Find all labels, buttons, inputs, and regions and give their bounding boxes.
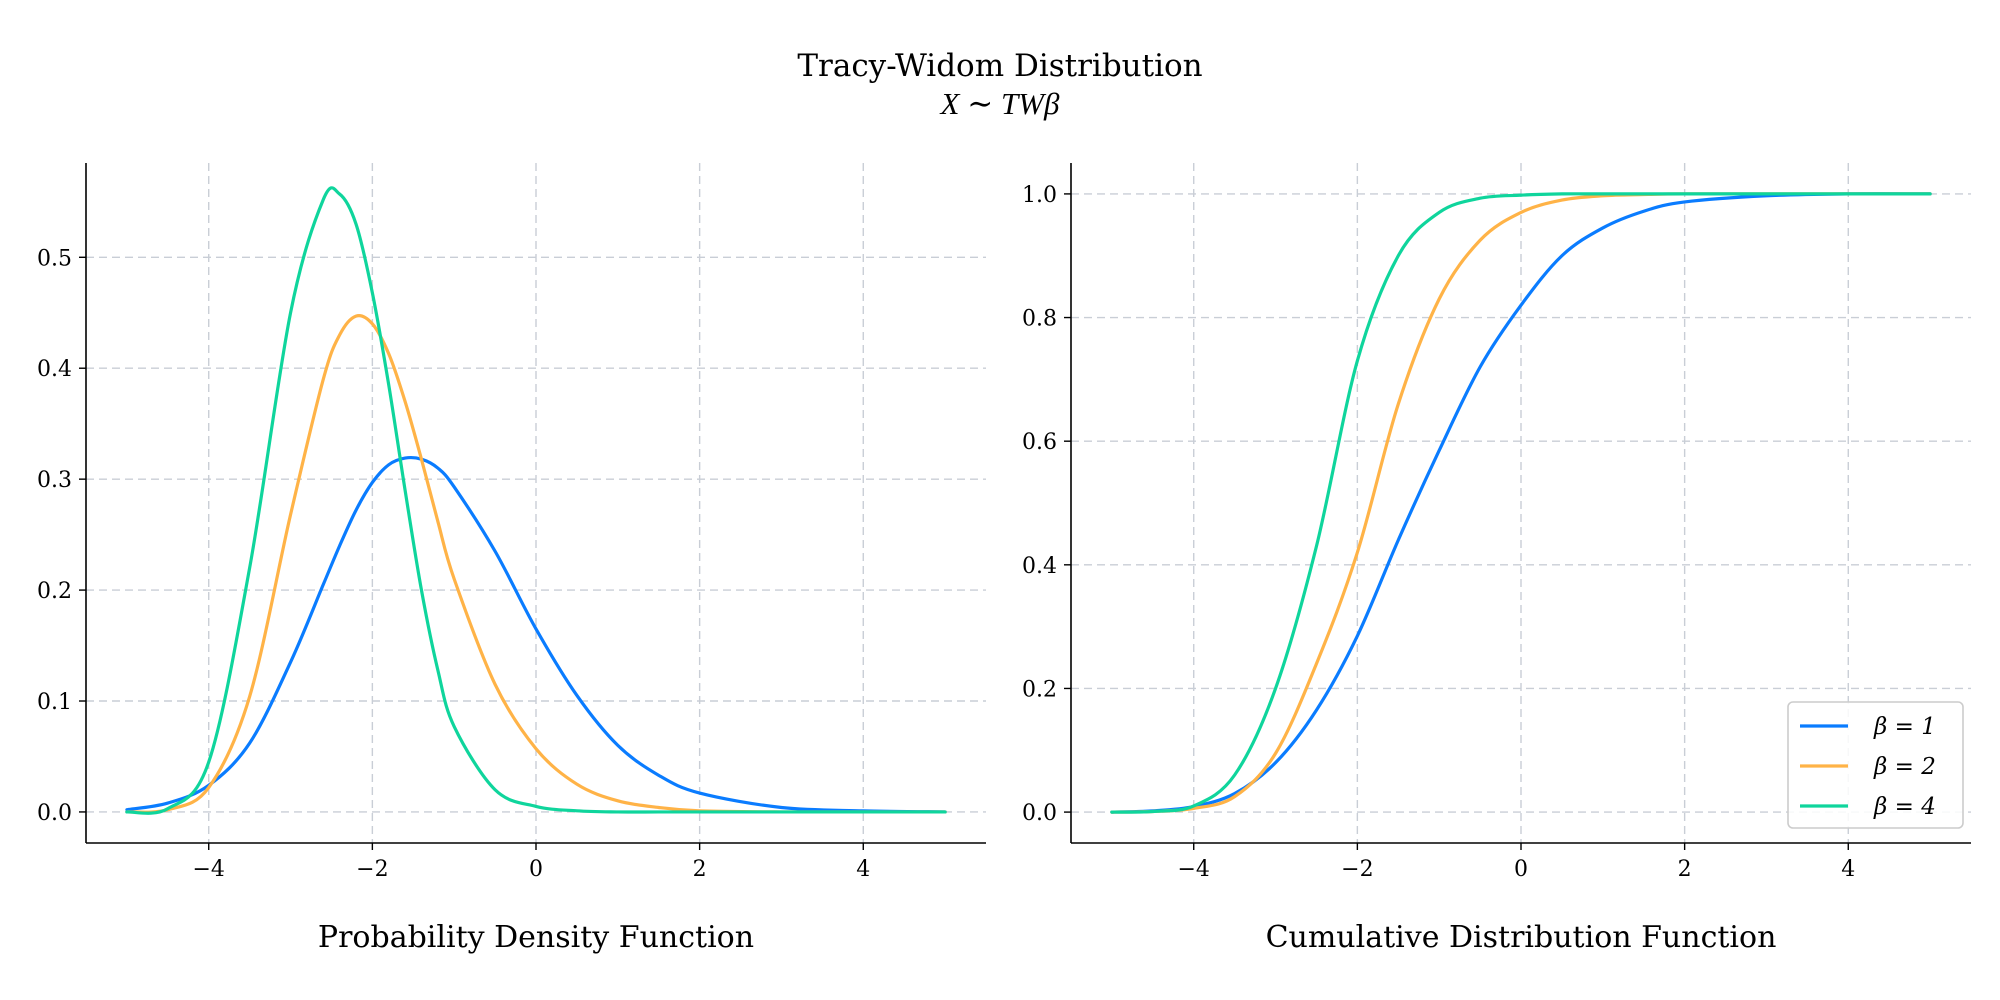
pdf-series-line-beta-1 bbox=[125, 455, 947, 814]
pdf-xtick-label-3: 2 bbox=[693, 857, 707, 882]
cdf-ytick-label-1: 0.2 bbox=[1022, 677, 1057, 702]
cdf-xtick-label-0: −4 bbox=[1178, 857, 1210, 882]
pdf-xtick-label-1: −2 bbox=[356, 857, 388, 882]
cdf-ytick-label-2: 0.4 bbox=[1022, 554, 1057, 579]
pdf-xtick-label-0: −4 bbox=[193, 857, 225, 882]
figure-title: Tracy-Widom Distribution bbox=[797, 48, 1203, 84]
pdf-ytick-label-1: 0.1 bbox=[37, 690, 72, 715]
cdf-xtick-label-1: −2 bbox=[1341, 857, 1373, 882]
cdf-ytick-label-0: 0.0 bbox=[1022, 801, 1057, 826]
pdf-ytick-label-5: 0.5 bbox=[37, 246, 72, 271]
pdf-series-line-beta-4 bbox=[125, 186, 947, 815]
cdf-xtick-label-4: 4 bbox=[1841, 857, 1855, 882]
legend-label-2: β = 4 bbox=[1873, 794, 1936, 820]
legend-label-1: β = 2 bbox=[1873, 754, 1936, 780]
pdf-xlabel: Probability Density Function bbox=[318, 920, 754, 955]
cdf-ytick-label-5: 1.0 bbox=[1022, 183, 1057, 208]
pdf-ytick-label-4: 0.4 bbox=[37, 357, 72, 382]
cdf-panel: −4 −2 0 2 4 0.0 0.2 0.4 0.6 0.8 1.0 Cumulative Dist… bbox=[1022, 163, 1971, 955]
pdf-xtick-label-4: 4 bbox=[856, 857, 870, 882]
cdf-xtick-label-2: 0 bbox=[1514, 857, 1528, 882]
cdf-series-line-beta-4 bbox=[1110, 192, 1932, 814]
pdf-ytick-label-2: 0.2 bbox=[37, 579, 72, 604]
figure-subtitle: X ∼ TWβ bbox=[940, 86, 1060, 121]
legend-box bbox=[1787, 701, 1964, 829]
pdf-series-line-beta-2 bbox=[125, 314, 947, 814]
pdf-panel: −4 −2 0 2 4 0.0 0.1 0.2 0.3 0.4 0.5 Probability Den… bbox=[37, 163, 986, 955]
cdf-ytick-label-3: 0.6 bbox=[1022, 430, 1057, 455]
pdf-ytick-label-3: 0.3 bbox=[37, 468, 72, 493]
cdf-ytick-label-4: 0.8 bbox=[1022, 307, 1057, 332]
cdf-xlabel: Cumulative Distribution Function bbox=[1266, 920, 1777, 955]
legend-label-0: β = 1 bbox=[1873, 714, 1936, 740]
cdf-xtick-label-3: 2 bbox=[1678, 857, 1692, 882]
cdf-series-line-beta-1 bbox=[1110, 192, 1932, 814]
pdf-ytick-label-0: 0.0 bbox=[37, 801, 72, 826]
pdf-xtick-label-2: 0 bbox=[529, 857, 543, 882]
